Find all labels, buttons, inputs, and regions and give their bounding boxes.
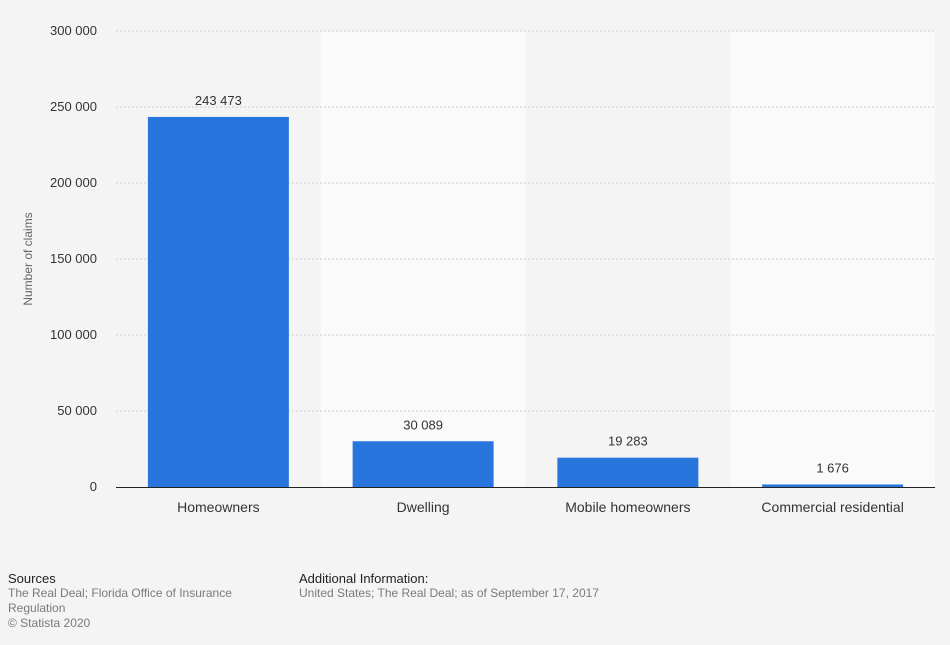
y-axis-label: Number of claims <box>21 212 35 305</box>
x-tick-label: Dwelling <box>397 499 450 515</box>
footer-additional-info: Additional Information: United States; T… <box>299 571 859 601</box>
bar <box>762 484 904 487</box>
copyright-text: © Statista 2020 <box>8 616 91 630</box>
footer-sources: Sources The Real Deal; Florida Office of… <box>8 571 268 631</box>
data-label: 243 473 <box>195 93 242 108</box>
bar <box>147 116 289 487</box>
data-label: 19 283 <box>608 434 648 449</box>
data-label: 30 089 <box>403 417 443 432</box>
sources-line-2: Regulation <box>8 601 66 615</box>
additional-info-text: United States; The Real Deal; as of Sept… <box>299 586 599 600</box>
x-axis-ticks: Homeowners Dwelling Mobile homeowners Comme… <box>177 499 904 515</box>
bar-chart: 0 50 000 100 000 150 000 200 000 250 000 300 0… <box>21 23 935 515</box>
y-tick-label: 250 000 <box>50 99 97 114</box>
y-tick-label: 300 000 <box>50 23 97 38</box>
y-tick-label: 0 <box>90 479 97 494</box>
data-label: 1 676 <box>816 460 849 475</box>
y-tick-label: 200 000 <box>50 175 97 190</box>
y-tick-label: 50 000 <box>57 403 97 418</box>
sources-line-1: The Real Deal; Florida Office of Insuran… <box>8 586 232 600</box>
x-tick-label: Mobile homeowners <box>565 499 690 515</box>
background-band <box>320 31 526 487</box>
additional-info-heading: Additional Information: <box>299 571 429 586</box>
bar <box>352 441 494 487</box>
y-tick-label: 150 000 <box>50 251 97 266</box>
y-axis-ticks: 0 50 000 100 000 150 000 200 000 250 000 300 0… <box>50 23 97 494</box>
bars <box>147 116 904 487</box>
y-tick-label: 100 000 <box>50 327 97 342</box>
value-labels: 243 473 30 089 19 283 1 676 <box>195 93 849 476</box>
x-tick-label: Commercial residential <box>761 499 903 515</box>
bar <box>557 457 699 487</box>
x-tick-label: Homeowners <box>177 499 259 515</box>
sources-heading: Sources <box>8 571 56 586</box>
